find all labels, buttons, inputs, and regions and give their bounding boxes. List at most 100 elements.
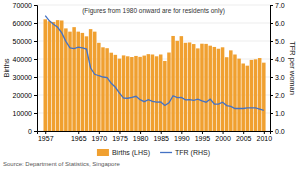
axis-line [34, 6, 38, 132]
bar [101, 47, 105, 131]
tick-label: 1990 [174, 135, 190, 142]
tick: 20000 [13, 92, 37, 99]
bar [262, 63, 266, 131]
tick-mark [270, 77, 273, 78]
bar [175, 41, 179, 131]
tick: 7.0 [270, 2, 285, 9]
tick-label: 1995 [195, 135, 211, 142]
bar [225, 57, 229, 131]
tick-mark [270, 41, 273, 42]
tick-label: 1980 [133, 135, 149, 142]
tick-mark [78, 131, 79, 134]
tick: 70000 [13, 2, 37, 9]
tick-mark [34, 5, 37, 6]
tick-label: 1985 [153, 135, 169, 142]
tick: 1975 [112, 131, 128, 142]
tick-label: 0.0 [275, 128, 285, 135]
bar [159, 55, 163, 132]
bar [43, 19, 47, 131]
bar [134, 56, 138, 131]
bar [48, 21, 52, 131]
bar [56, 20, 60, 131]
bar [171, 36, 175, 131]
tick-mark [34, 59, 37, 60]
legend-label: Births (LHS) [112, 149, 150, 157]
legend-item: TFR (RHS) [160, 149, 210, 157]
plot-area [43, 16, 265, 131]
tick-mark [270, 95, 273, 96]
legend-swatch [160, 152, 172, 153]
grid-line [37, 23, 270, 24]
bar [208, 46, 212, 131]
legend-label: TFR (RHS) [175, 149, 210, 157]
tick-label: 70000 [13, 2, 33, 9]
tick-label: 2000 [215, 135, 231, 142]
tick: 1.0 [270, 110, 285, 117]
tick-mark [270, 59, 273, 60]
tick-label: 0 [28, 128, 32, 135]
bar [126, 56, 130, 131]
bar [122, 55, 126, 131]
tick: 2005 [236, 131, 252, 142]
bar [217, 49, 221, 131]
source-note: Source: Department of Statistics, Singap… [3, 161, 120, 167]
tick-mark [119, 131, 120, 134]
tick-label: 6.0 [275, 20, 285, 27]
tick-mark [45, 131, 46, 134]
tick-mark [202, 131, 203, 134]
bar [167, 53, 171, 131]
bar [89, 29, 93, 131]
bar [97, 43, 101, 131]
bar [188, 42, 192, 131]
tick-label: 40000 [13, 56, 33, 63]
tick-mark [161, 131, 162, 134]
x-axis: 1957 1965 1970 1975 1980 1985 1990 1995 2000 2005… [38, 131, 273, 142]
tick-label: 2005 [236, 135, 252, 142]
tick: 3.0 [270, 74, 285, 81]
tick: 30000 [13, 74, 37, 81]
tick-label: 20000 [13, 92, 33, 99]
tick-label: 7.0 [275, 2, 285, 9]
tick: 1965 [71, 131, 87, 142]
bars [43, 19, 265, 131]
tick-label: 2010 [257, 135, 273, 142]
tick: 1957 [38, 131, 54, 142]
tick-label: 1970 [92, 135, 108, 142]
bar [142, 56, 146, 131]
tick-mark [34, 131, 37, 132]
tick: 5.0 [270, 38, 285, 45]
tick-label: 50000 [13, 38, 33, 45]
axis-line [271, 6, 274, 132]
tick-mark [223, 131, 224, 134]
tick-label: 1965 [71, 135, 87, 142]
tick-mark [243, 131, 244, 134]
legend-item: Births (LHS) [97, 149, 150, 157]
bar [184, 43, 188, 131]
tick: 10000 [13, 110, 37, 117]
tick-mark [264, 131, 265, 134]
bar [200, 44, 204, 131]
tick: 0.0 [270, 128, 285, 135]
tick: 4.0 [270, 56, 285, 63]
y-axis: 010000200003000040000500006000070000 [13, 2, 38, 135]
bar [72, 27, 76, 131]
bar [180, 36, 184, 131]
bar [204, 44, 208, 131]
tick-mark [34, 77, 37, 78]
bar [250, 60, 254, 131]
bar [138, 57, 142, 131]
tick-label: 30000 [13, 74, 33, 81]
tick: 2000 [215, 131, 231, 142]
legend-swatch [97, 149, 109, 156]
chart: 1957 1965 1970 1975 1980 1985 1990 1995 2000 2005… [0, 0, 298, 169]
tick-label: 1975 [112, 135, 128, 142]
tick-mark [270, 131, 273, 132]
tick: 40000 [13, 56, 37, 63]
tick-mark [181, 131, 182, 134]
tick-label: 2.0 [275, 92, 285, 99]
tick-label: 10000 [13, 110, 33, 117]
bar [105, 48, 109, 131]
tick-label: 5.0 [275, 38, 285, 45]
tick-label: 4.0 [275, 56, 285, 63]
bar [60, 20, 64, 131]
